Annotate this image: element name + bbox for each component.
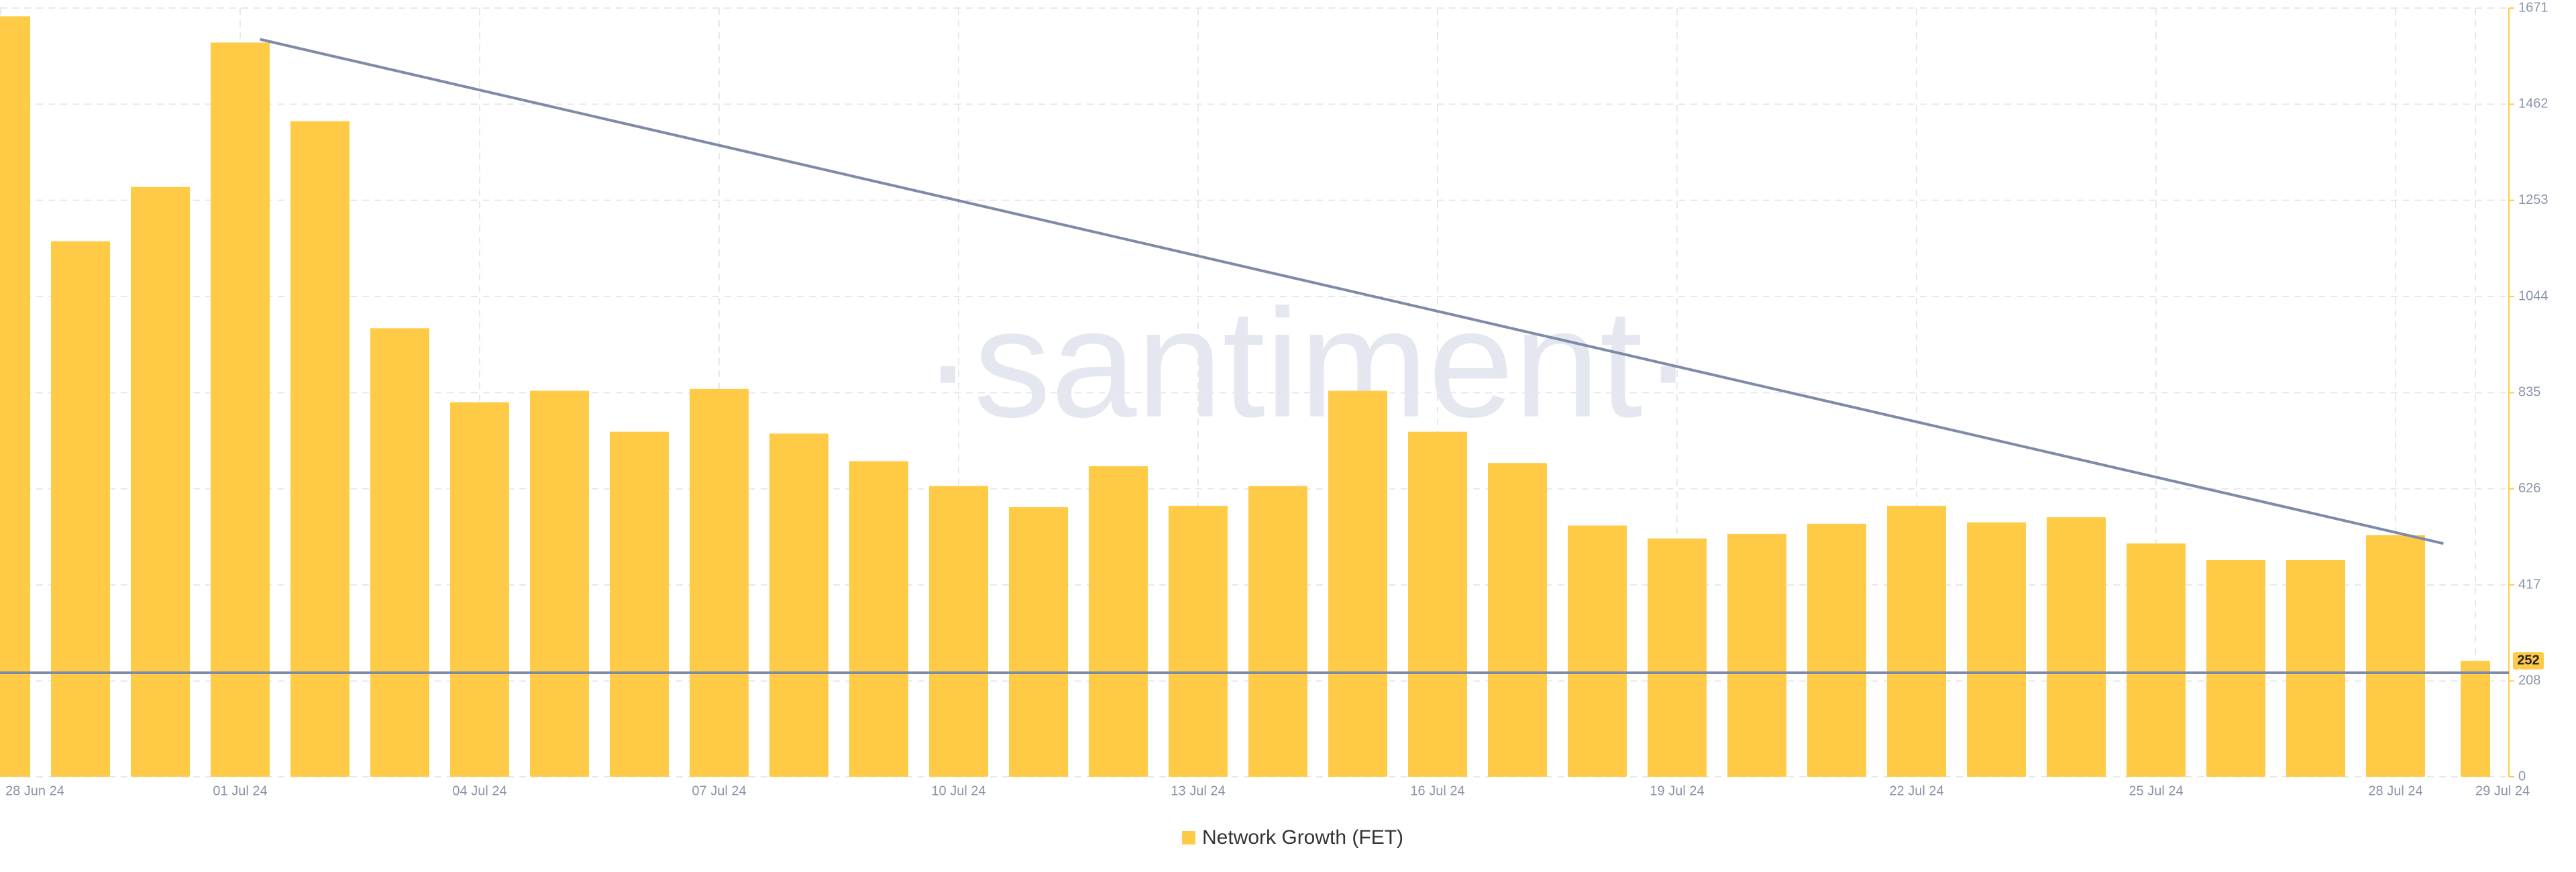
x-tick-label: 16 Jul 24 bbox=[1410, 783, 1464, 798]
bar bbox=[1887, 506, 1946, 777]
bar bbox=[2286, 559, 2345, 777]
bar bbox=[51, 241, 110, 777]
bar bbox=[450, 402, 509, 777]
bar bbox=[1009, 507, 1068, 777]
y-tick-label: 0 bbox=[2518, 769, 2526, 783]
bar bbox=[2366, 535, 2425, 777]
value-badge bbox=[2513, 652, 2544, 670]
value-badge-label: 252 bbox=[2517, 653, 2539, 667]
y-tick-label: 1253 bbox=[2518, 193, 2548, 207]
bar bbox=[610, 431, 669, 777]
x-tick-label: 28 Jul 24 bbox=[2368, 783, 2422, 798]
bar bbox=[290, 121, 350, 777]
bar bbox=[1328, 390, 1387, 777]
x-tick-label: 19 Jul 24 bbox=[1650, 783, 1704, 798]
bar bbox=[1967, 522, 2026, 777]
y-tick-label: 626 bbox=[2518, 481, 2540, 496]
bar bbox=[0, 16, 30, 777]
legend-label: Network Growth (FET) bbox=[1202, 826, 1403, 849]
bar bbox=[1169, 506, 1228, 777]
legend-swatch bbox=[1182, 831, 1195, 844]
bar bbox=[1408, 431, 1467, 777]
bar bbox=[131, 186, 190, 777]
bar bbox=[1248, 486, 1307, 777]
x-tick-label: 28 Jun 24 bbox=[5, 783, 64, 798]
x-tick-label: 13 Jul 24 bbox=[1171, 783, 1225, 798]
x-tick-label: 07 Jul 24 bbox=[692, 783, 746, 798]
bar bbox=[2127, 543, 2186, 777]
bar bbox=[370, 328, 429, 777]
y-tick-label: 1044 bbox=[2518, 288, 2548, 303]
bar bbox=[1727, 533, 1786, 777]
bar bbox=[2461, 661, 2490, 777]
y-tick-label: 417 bbox=[2518, 577, 2540, 592]
x-tick-label: 01 Jul 24 bbox=[213, 783, 267, 798]
bar bbox=[2047, 517, 2106, 777]
y-tick-label: 1671 bbox=[2518, 0, 2548, 15]
bar bbox=[849, 461, 908, 777]
bar bbox=[211, 42, 270, 777]
bar bbox=[690, 388, 749, 777]
bar bbox=[929, 486, 988, 777]
bar bbox=[769, 433, 828, 777]
bar bbox=[1648, 538, 1707, 777]
y-tick-label: 1462 bbox=[2518, 97, 2548, 111]
y-tick-label: 835 bbox=[2518, 385, 2540, 400]
x-tick-label: 29 Jul 24 bbox=[2475, 783, 2530, 798]
y-tick-label: 208 bbox=[2518, 673, 2540, 688]
bar bbox=[2206, 559, 2265, 777]
x-tick-label: 04 Jul 24 bbox=[452, 783, 506, 798]
x-tick-label: 22 Jul 24 bbox=[1889, 783, 1943, 798]
bar bbox=[1089, 466, 1148, 777]
watermark: ·santiment· bbox=[922, 277, 1694, 449]
bar bbox=[1488, 463, 1547, 777]
x-tick-label: 25 Jul 24 bbox=[2129, 783, 2183, 798]
bar bbox=[530, 390, 589, 777]
bar bbox=[1807, 523, 1866, 777]
trend-line bbox=[260, 38, 2444, 545]
bar bbox=[1568, 525, 1627, 777]
x-tick-label: 10 Jul 24 bbox=[931, 783, 985, 798]
